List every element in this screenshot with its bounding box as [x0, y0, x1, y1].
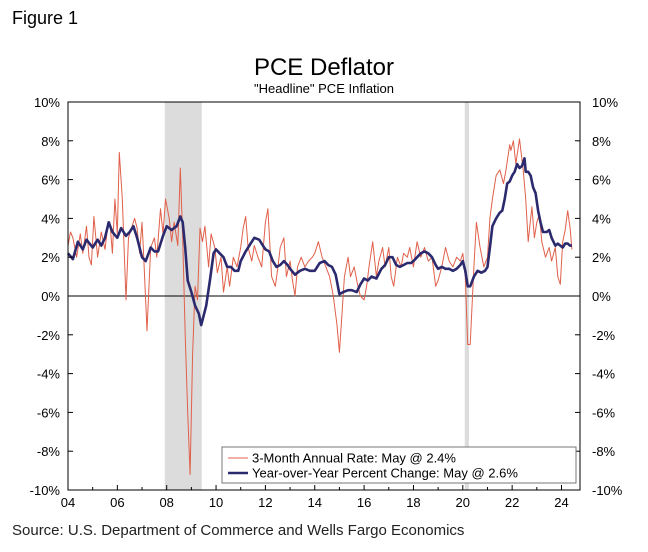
x-tick-label: 12 [258, 495, 272, 510]
y-tick-label-right: 8% [592, 134, 611, 149]
legend-label-yoy: Year-over-Year Percent Change: May @ 2.6… [252, 466, 518, 481]
x-tick-label: 10 [209, 495, 223, 510]
y-tick-label-left: -8% [37, 444, 61, 459]
x-tick-label: 14 [308, 495, 322, 510]
legend-box [221, 446, 577, 484]
figure-label: Figure 1 [12, 8, 79, 28]
source-note: Source: U.S. Department of Commerce and … [12, 522, 465, 539]
y-tick-label-left: 8% [41, 134, 60, 149]
x-tick-label: 18 [406, 495, 420, 510]
y-tick-label-right: -4% [592, 367, 616, 382]
x-tick-label: 04 [61, 495, 75, 510]
y-tick-label-right: 10% [592, 95, 618, 110]
x-tick-label: 06 [110, 495, 124, 510]
y-tick-label-right: 4% [592, 211, 611, 226]
y-tick-label-left: -4% [37, 367, 61, 382]
x-tick-label: 16 [357, 495, 371, 510]
y-tick-label-left: -6% [37, 405, 61, 420]
x-tick-label: 24 [554, 495, 568, 510]
series-line-3month [67, 138, 573, 475]
y-tick-label-right: -10% [592, 483, 623, 498]
y-tick-label-right: -8% [592, 444, 616, 459]
x-tick-label: 22 [505, 495, 519, 510]
chart-title: PCE Deflator [254, 54, 394, 81]
chart-subtitle: "Headline" PCE Inflation [254, 81, 394, 96]
y-tick-label-left: 4% [41, 211, 60, 226]
y-tick-label-left: 6% [41, 173, 60, 188]
y-tick-label-left: 2% [41, 250, 60, 265]
y-tick-label-right: 0% [592, 289, 611, 304]
axes: -10% -10% -8% -8% -6% -6% -4% -4% -2% -2% 0% 0% 2% 2%… [30, 95, 623, 510]
y-tick-label-left: -2% [37, 328, 61, 343]
y-tick-label-right: -6% [592, 405, 616, 420]
y-tick-label-left: 10% [34, 95, 60, 110]
series-layer [67, 138, 573, 475]
x-tick-label: 20 [456, 495, 470, 510]
y-tick-label-right: 2% [592, 250, 611, 265]
series-line-yoy [67, 157, 572, 327]
y-tick-label-left: 0% [41, 289, 60, 304]
legend: 3-Month Annual Rate: May @ 2.4%Year-over… [221, 446, 577, 484]
x-tick-label: 08 [159, 495, 173, 510]
y-tick-label-right: -2% [592, 328, 616, 343]
y-tick-label-right: 6% [592, 173, 611, 188]
y-tick-label-left: -10% [30, 483, 61, 498]
legend-label-3month: 3-Month Annual Rate: May @ 2.4% [252, 451, 456, 466]
